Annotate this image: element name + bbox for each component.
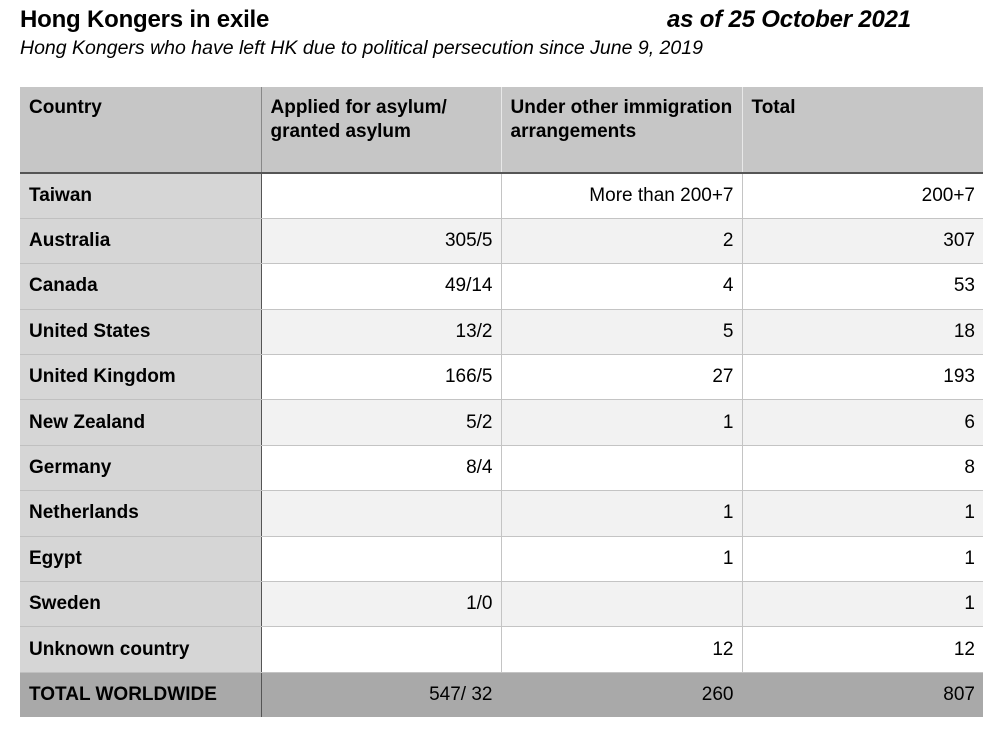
asylum-cell: 13/2	[261, 309, 502, 356]
column-header-country: Country	[20, 87, 262, 174]
page-subtitle: Hong Kongers who have left HK due to pol…	[20, 37, 703, 59]
asylum-cell	[261, 626, 502, 673]
total-cell: 307	[742, 218, 983, 265]
asylum-cell: 5/2	[261, 399, 502, 446]
column-header-asylum: Applied for asylum/ granted asylum	[261, 87, 502, 174]
country-cell: Egypt	[20, 536, 262, 583]
total-cell: 6	[742, 399, 983, 446]
grand-total-cell: 807	[742, 672, 983, 718]
total-other-cell: 260	[501, 672, 743, 718]
country-cell: Taiwan	[20, 173, 262, 219]
total-cell: 1	[742, 536, 983, 583]
table-row: Egypt 1 1	[20, 536, 983, 583]
asylum-cell: 1/0	[261, 581, 502, 628]
other-cell	[501, 581, 743, 628]
total-row: TOTAL WORLDWIDE 547/ 32 260 807	[20, 672, 983, 718]
table-row: Taiwan More than 200+7 200+7	[20, 173, 983, 219]
asylum-cell	[261, 536, 502, 583]
asylum-cell: 8/4	[261, 445, 502, 492]
asylum-cell: 166/5	[261, 354, 502, 401]
country-cell: United Kingdom	[20, 354, 262, 401]
total-cell: 193	[742, 354, 983, 401]
other-cell: 1	[501, 536, 743, 583]
country-cell: Unknown country	[20, 626, 262, 673]
total-cell: 1	[742, 581, 983, 628]
other-cell: 1	[501, 399, 743, 446]
country-cell: Sweden	[20, 581, 262, 628]
asylum-cell: 49/14	[261, 263, 502, 310]
total-cell: 1	[742, 490, 983, 537]
table-row: Canada 49/14 4 53	[20, 263, 983, 310]
other-cell: 2	[501, 218, 743, 265]
country-cell: Canada	[20, 263, 262, 310]
country-cell: Netherlands	[20, 490, 262, 537]
table-row: United States 13/2 5 18	[20, 309, 983, 356]
asylum-cell: 305/5	[261, 218, 502, 265]
total-cell: 12	[742, 626, 983, 673]
country-cell: Australia	[20, 218, 262, 265]
table-header-row: Country Applied for asylum/ granted asyl…	[20, 87, 983, 174]
table-row: Germany 8/4 8	[20, 445, 983, 492]
exile-table: Country Applied for asylum/ granted asyl…	[20, 87, 983, 718]
table-row: Netherlands 1 1	[20, 490, 983, 537]
other-cell: 1	[501, 490, 743, 537]
country-cell: New Zealand	[20, 399, 262, 446]
total-cell: 8	[742, 445, 983, 492]
asylum-cell	[261, 490, 502, 537]
total-cell: 200+7	[742, 173, 983, 219]
table-row: Australia 305/5 2 307	[20, 218, 983, 265]
other-cell: 5	[501, 309, 743, 356]
other-cell: 27	[501, 354, 743, 401]
other-cell: More than 200+7	[501, 173, 743, 219]
table-row: New Zealand 5/2 1 6	[20, 399, 983, 446]
asylum-cell	[261, 173, 502, 219]
table-row: Sweden 1/0 1	[20, 581, 983, 628]
column-header-total: Total	[742, 87, 983, 174]
table-row: United Kingdom 166/5 27 193	[20, 354, 983, 401]
other-cell	[501, 445, 743, 492]
country-cell: United States	[20, 309, 262, 356]
page-title: Hong Kongers in exile	[20, 6, 270, 33]
other-cell: 12	[501, 626, 743, 673]
other-cell: 4	[501, 263, 743, 310]
total-cell: 53	[742, 263, 983, 310]
total-cell: 18	[742, 309, 983, 356]
table-row: Unknown country 12 12	[20, 626, 983, 673]
column-header-other-arrangements: Under other immigration arrangements	[501, 87, 743, 174]
as-of-date: as of 25 October 2021	[667, 6, 911, 33]
total-label-cell: TOTAL WORLDWIDE	[20, 672, 262, 718]
total-asylum-cell: 547/ 32	[261, 672, 502, 718]
country-cell: Germany	[20, 445, 262, 492]
